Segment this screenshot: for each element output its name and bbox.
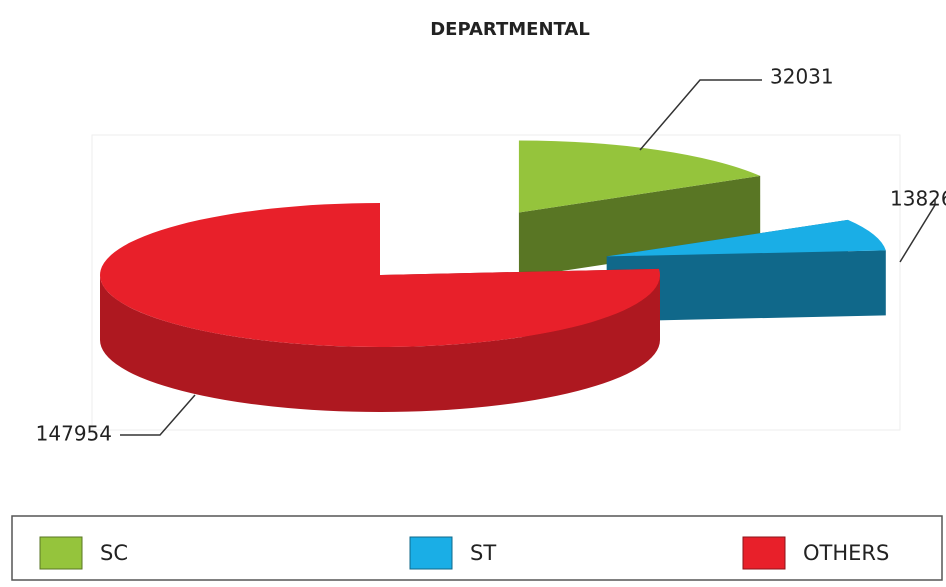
slice-side bbox=[606, 250, 886, 322]
slice bbox=[606, 219, 886, 322]
slice-top bbox=[606, 219, 886, 257]
legend-swatch bbox=[742, 536, 786, 570]
slice-top bbox=[100, 203, 661, 347]
legend-label: ST bbox=[470, 541, 496, 565]
legend-entries: SC ST OTHERS bbox=[39, 536, 889, 570]
legend bbox=[11, 515, 943, 581]
legend-label: SC bbox=[100, 541, 128, 565]
slice bbox=[100, 203, 661, 412]
slice-side bbox=[518, 175, 761, 278]
legend-swatch bbox=[39, 536, 83, 570]
data-label: 13826 bbox=[890, 187, 946, 211]
chart-title: DEPARTMENTAL bbox=[430, 19, 590, 40]
leader-line bbox=[639, 79, 762, 151]
leader-line bbox=[899, 200, 936, 263]
data-label: 147954 bbox=[36, 422, 112, 446]
slice-wall bbox=[100, 275, 660, 412]
legend-label: OTHERS bbox=[803, 541, 889, 565]
legend-swatch bbox=[409, 536, 453, 570]
data-labels: 32031 13826 147954 bbox=[36, 65, 946, 446]
data-label: 32031 bbox=[770, 65, 834, 89]
pie bbox=[100, 140, 886, 412]
slice bbox=[518, 140, 761, 278]
slice-top bbox=[518, 140, 761, 213]
leader-line bbox=[120, 394, 196, 436]
